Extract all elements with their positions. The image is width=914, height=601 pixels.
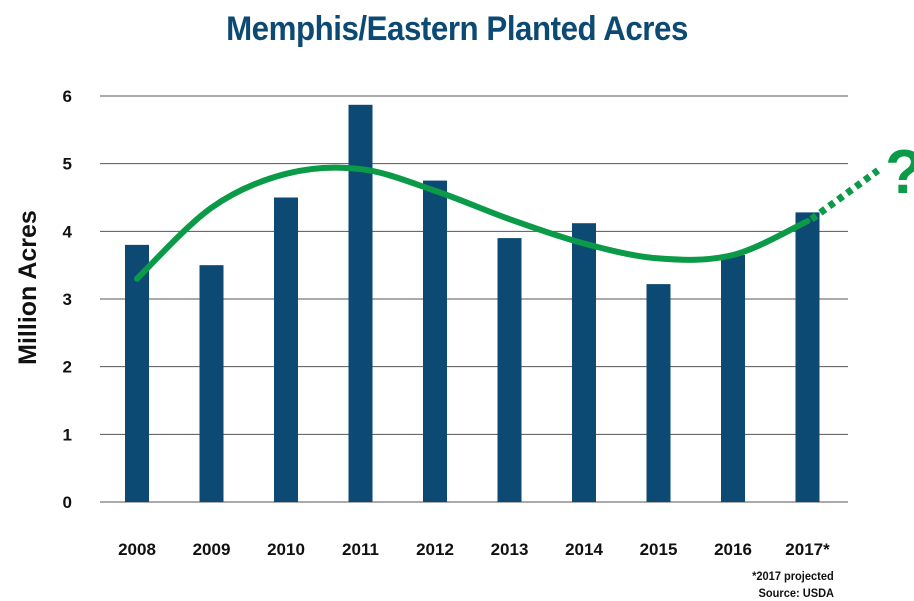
bar-2014 [572, 223, 596, 503]
chart-title: Memphis/Eastern Planted Acres [226, 10, 688, 48]
bar-2009 [199, 265, 224, 502]
x-tick-label: 2012 [416, 540, 454, 559]
x-tick-label: 2011 [342, 540, 379, 559]
bar-2015 [646, 284, 671, 502]
trend-line [134, 164, 811, 282]
x-tick-label: 2015 [640, 540, 678, 559]
y-tick-label: 6 [63, 87, 72, 106]
x-tick-label: 2017* [785, 540, 830, 559]
x-tick-label: 2013 [491, 540, 529, 559]
y-tick-label: 0 [63, 493, 72, 512]
footnote-source: Source: USDA [758, 586, 834, 600]
y-tick-label: 5 [63, 155, 72, 174]
y-tick-label: 4 [63, 222, 73, 241]
x-tick-label: 2008 [118, 540, 156, 559]
footnote-projected: *2017 projected [752, 569, 834, 583]
x-tick-label: 2010 [267, 540, 305, 559]
bar-2013 [497, 238, 522, 502]
y-tick-label: 1 [63, 425, 72, 444]
trend-projection [809, 167, 881, 223]
x-tick-label: 2009 [193, 540, 231, 559]
bar-2011 [348, 104, 373, 503]
bar-2016 [721, 255, 745, 502]
bar-2012 [423, 180, 447, 503]
bar-2008 [125, 244, 149, 502]
bar-2010 [274, 197, 298, 502]
y-tick-label: 3 [63, 290, 72, 309]
bar-2017 [795, 212, 820, 503]
x-tick-label: 2016 [714, 540, 752, 559]
x-tick-label: 2014 [565, 540, 603, 559]
projection-marker: ? [885, 138, 914, 207]
y-tick-label: 2 [63, 358, 72, 377]
